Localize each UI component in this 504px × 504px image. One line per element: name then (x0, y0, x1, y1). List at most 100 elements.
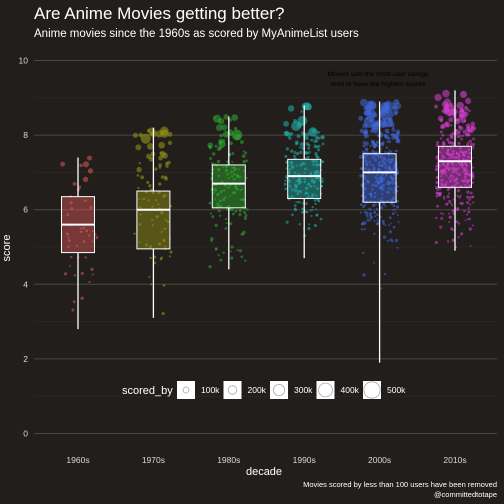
data-point (229, 222, 233, 226)
legend-key-label: 400k (341, 385, 360, 395)
data-point (388, 160, 393, 165)
data-point (169, 250, 173, 254)
data-point (389, 150, 393, 154)
data-point (364, 159, 368, 163)
data-point (394, 238, 398, 243)
data-point (469, 203, 472, 206)
data-point (218, 204, 222, 208)
data-point (442, 197, 446, 200)
data-point (435, 194, 439, 198)
data-point (160, 211, 164, 215)
data-point (382, 202, 386, 206)
data-point (138, 241, 141, 243)
data-point (213, 114, 222, 123)
data-point (380, 164, 384, 167)
data-point (377, 183, 380, 186)
data-point (455, 220, 459, 224)
data-point (448, 117, 454, 123)
data-point (388, 216, 392, 220)
data-point (155, 199, 158, 202)
data-point (214, 223, 218, 228)
data-point (227, 176, 230, 180)
data-point (67, 239, 71, 242)
data-point (369, 211, 373, 215)
data-point (392, 225, 396, 229)
data-point (368, 207, 372, 211)
data-point (163, 194, 167, 198)
data-point (463, 119, 467, 123)
data-point (306, 137, 309, 140)
data-point (452, 166, 456, 170)
data-point (366, 215, 369, 218)
data-point (295, 151, 300, 156)
data-point (365, 213, 369, 217)
data-point (390, 188, 393, 191)
data-point (300, 110, 303, 113)
data-point (436, 155, 439, 158)
data-point (363, 182, 367, 186)
data-point (91, 230, 94, 232)
data-point (316, 148, 320, 152)
data-point (304, 186, 309, 190)
data-point (469, 191, 473, 195)
data-point (472, 201, 475, 204)
data-point (310, 138, 314, 142)
data-point (95, 236, 99, 239)
data-point (227, 205, 231, 208)
data-point (388, 112, 394, 118)
data-point (146, 180, 150, 185)
data-point (319, 217, 323, 221)
data-point (371, 184, 374, 187)
jitter-points (60, 89, 477, 316)
data-point (386, 190, 390, 194)
data-point (160, 256, 164, 260)
data-point (209, 212, 212, 215)
data-point (392, 212, 395, 216)
data-point (299, 163, 303, 167)
data-point (466, 179, 470, 183)
legend-key-box (363, 381, 381, 399)
box (287, 158, 322, 200)
data-point (82, 176, 89, 183)
annotation-line-1: Movies with the most user ratings (328, 71, 429, 78)
data-point (363, 203, 367, 207)
data-point (436, 204, 440, 208)
data-point (283, 182, 287, 186)
y-tick-label: 4 (23, 279, 28, 289)
data-point (467, 210, 471, 214)
box (211, 164, 246, 209)
data-point (384, 174, 388, 177)
data-point (231, 212, 235, 216)
data-point (303, 177, 306, 181)
data-point (307, 143, 311, 147)
data-point (222, 251, 225, 254)
data-point (66, 213, 70, 216)
data-point (217, 209, 221, 213)
box (136, 190, 171, 250)
data-point (82, 240, 86, 243)
data-point (366, 218, 370, 222)
data-point (468, 198, 471, 201)
data-point (393, 109, 399, 115)
data-point (447, 212, 450, 215)
data-point (133, 232, 136, 235)
data-point (457, 161, 461, 165)
data-point (373, 232, 376, 235)
data-point (317, 199, 321, 202)
chart-subtitle: Anime movies since the 1960s as scored b… (34, 28, 359, 40)
x-tick-label: 1960s (66, 455, 89, 465)
data-point (308, 150, 311, 154)
data-point (469, 139, 472, 143)
data-point (155, 215, 159, 219)
data-point (439, 137, 443, 140)
data-point (439, 212, 442, 215)
data-point (306, 155, 310, 159)
box-plots (61, 90, 472, 363)
data-point (221, 165, 224, 168)
data-point (387, 182, 390, 186)
data-point (208, 265, 212, 269)
data-point (459, 194, 462, 197)
data-point (457, 236, 460, 239)
data-point (439, 169, 442, 172)
data-point (220, 190, 223, 193)
